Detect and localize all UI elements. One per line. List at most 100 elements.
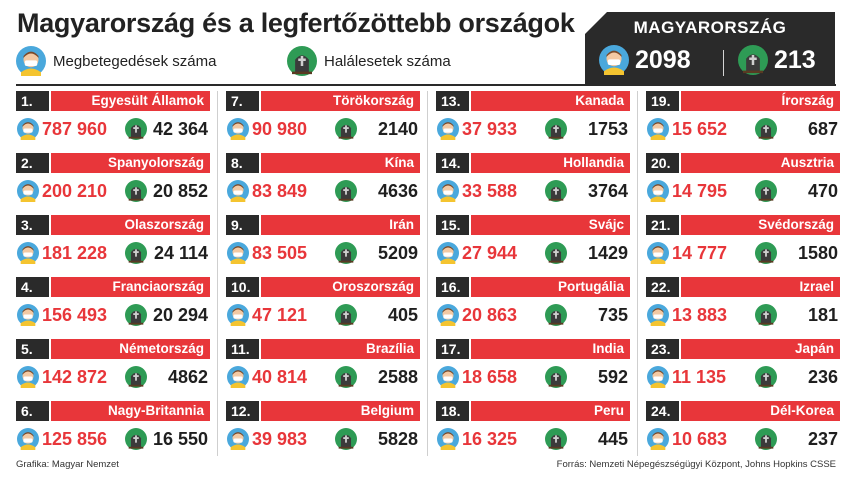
country-rank: 14. [436, 153, 469, 173]
sick-person-icon [227, 366, 249, 388]
country-card: 10. Oroszország 47 121 405 [226, 277, 420, 332]
country-name: Franciaország [51, 277, 210, 297]
grave-icon [545, 242, 567, 264]
sick-person-icon [647, 366, 669, 388]
country-card: 11. Brazília 40 814 2588 [226, 339, 420, 394]
sick-person-icon [227, 242, 249, 264]
country-card: 15. Svájc 27 944 1429 [436, 215, 630, 270]
country-deaths: 687 [807, 119, 838, 139]
country-card: 8. Kína 83 849 4636 [226, 153, 420, 208]
grave-icon [738, 45, 768, 75]
country-name: Kína [261, 153, 420, 173]
country-card: 4. Franciaország 156 493 20 294 [16, 277, 210, 332]
country-cases: 39 983 [252, 429, 308, 449]
legend-cases: Megbetegedések száma [16, 46, 216, 76]
country-deaths: 5828 [377, 429, 418, 449]
country-cases: 142 872 [42, 367, 108, 387]
country-stats: 14 795 470 [646, 179, 840, 205]
grave-icon [545, 366, 567, 388]
country-name: Irán [261, 215, 420, 235]
country-name: Dél-Korea [681, 401, 840, 421]
country-name: Belgium [261, 401, 420, 421]
sick-person-icon [647, 428, 669, 450]
grave-icon [125, 366, 147, 388]
country-cases: 13 883 [672, 305, 728, 325]
legend-cases-label: Megbetegedések száma [53, 52, 217, 70]
country-deaths: 237 [807, 429, 838, 449]
country-cases: 37 933 [462, 119, 518, 139]
country-deaths: 445 [597, 429, 628, 449]
footer-source: Forrás: Nemzeti Népegészségügyi Központ,… [556, 459, 836, 470]
country-rank: 10. [226, 277, 259, 297]
sick-person-icon [17, 366, 39, 388]
country-name: Brazília [261, 339, 420, 359]
country-header: 22. Izrael [646, 277, 840, 297]
country-rank: 2. [16, 153, 49, 173]
grave-icon [125, 118, 147, 140]
country-rank: 15. [436, 215, 469, 235]
country-deaths: 1580 [797, 243, 838, 263]
grave-icon [335, 118, 357, 140]
country-cases: 14 777 [672, 243, 728, 263]
country-cases: 16 325 [462, 429, 518, 449]
grave-icon [755, 428, 777, 450]
sick-person-icon [599, 45, 629, 75]
country-stats: 11 135 236 [646, 365, 840, 391]
sick-person-icon [437, 304, 459, 326]
hungary-deaths: 213 [738, 45, 816, 75]
country-cases: 10 683 [672, 429, 728, 449]
country-deaths: 2588 [377, 367, 418, 387]
country-card: 3. Olaszország 181 228 24 114 [16, 215, 210, 270]
country-stats: 125 856 16 550 [16, 427, 210, 453]
country-stats: 18 658 592 [436, 365, 630, 391]
legend-deaths: Halálesetek száma [287, 46, 451, 76]
country-header: 14. Hollandia [436, 153, 630, 173]
grave-icon [125, 304, 147, 326]
column-divider [217, 91, 218, 456]
country-stats: 37 933 1753 [436, 117, 630, 143]
country-deaths: 405 [387, 305, 418, 325]
country-header: 11. Brazília [226, 339, 420, 359]
country-card: 21. Svédország 14 777 1580 [646, 215, 840, 270]
grave-icon [545, 304, 567, 326]
country-stats: 90 980 2140 [226, 117, 420, 143]
country-stats: 10 683 237 [646, 427, 840, 453]
country-card: 9. Irán 83 505 5209 [226, 215, 420, 270]
country-stats: 83 849 4636 [226, 179, 420, 205]
country-header: 6. Nagy-Britannia [16, 401, 210, 421]
country-name: Spanyolország [51, 153, 210, 173]
country-header: 15. Svájc [436, 215, 630, 235]
country-rank: 16. [436, 277, 469, 297]
country-name: Svájc [471, 215, 630, 235]
country-rank: 1. [16, 91, 49, 111]
country-deaths: 20 294 [152, 305, 208, 325]
country-header: 13. Kanada [436, 91, 630, 111]
grave-icon [335, 304, 357, 326]
sick-person-icon [227, 428, 249, 450]
country-rank: 23. [646, 339, 679, 359]
country-header: 9. Irán [226, 215, 420, 235]
country-stats: 40 814 2588 [226, 365, 420, 391]
country-cases: 125 856 [42, 429, 108, 449]
country-rank: 5. [16, 339, 49, 359]
grave-icon [545, 118, 567, 140]
country-card: 24. Dél-Korea 10 683 237 [646, 401, 840, 456]
country-header: 4. Franciaország [16, 277, 210, 297]
footer-credit: Grafika: Magyar Nemzet [16, 459, 119, 470]
country-rank: 24. [646, 401, 679, 421]
sick-person-icon [17, 242, 39, 264]
country-deaths: 1753 [587, 119, 628, 139]
country-rank: 18. [436, 401, 469, 421]
country-deaths: 24 114 [153, 243, 208, 263]
country-header: 21. Svédország [646, 215, 840, 235]
hungary-label: MAGYARORSZÁG [633, 18, 787, 37]
country-stats: 200 210 20 852 [16, 179, 210, 205]
country-name: India [471, 339, 630, 359]
grave-icon [335, 428, 357, 450]
grave-icon [125, 242, 147, 264]
country-cases: 181 228 [42, 243, 108, 263]
grave-icon [125, 428, 147, 450]
country-stats: 14 777 1580 [646, 241, 840, 267]
country-stats: 33 588 3764 [436, 179, 630, 205]
country-stats: 15 652 687 [646, 117, 840, 143]
